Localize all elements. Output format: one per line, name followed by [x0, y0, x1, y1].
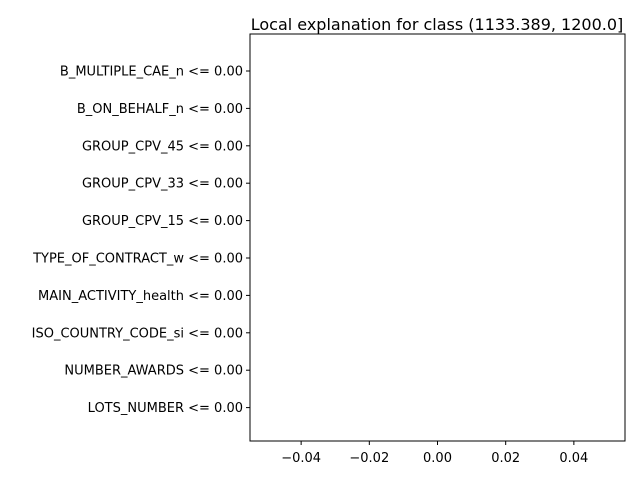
chart-title: Local explanation for class (1133.389, 1… [251, 15, 624, 34]
y-tick-label: GROUP_CPV_15 <= 0.00 [82, 214, 243, 229]
x-tick-label: 0.04 [559, 451, 588, 466]
x-tick-label: −0.04 [281, 451, 321, 466]
y-tick-label: GROUP_CPV_45 <= 0.00 [82, 139, 243, 154]
x-axis-ticks: −0.04 −0.02 0.00 0.02 0.04 [281, 441, 588, 466]
x-tick-label: 0.02 [491, 451, 520, 466]
y-axis-ticks: B_MULTIPLE_CAE_n <= 0.00 B_ON_BEHALF_n <=… [32, 65, 250, 416]
y-tick-label: MAIN_ACTIVITY_health <= 0.00 [38, 289, 243, 304]
x-tick-label: −0.02 [349, 451, 389, 466]
y-tick-label: GROUP_CPV_33 <= 0.00 [82, 177, 243, 192]
y-tick-label: NUMBER_AWARDS <= 0.00 [64, 364, 243, 379]
plot-area-frame [249, 33, 626, 442]
x-tick-label: 0.00 [423, 451, 452, 466]
y-tick-label: B_ON_BEHALF_n <= 0.00 [77, 102, 243, 117]
y-tick-label: LOTS_NUMBER <= 0.00 [88, 401, 243, 416]
y-tick-label: B_MULTIPLE_CAE_n <= 0.00 [60, 65, 243, 80]
y-tick-label: TYPE_OF_CONTRACT_w <= 0.00 [32, 252, 243, 267]
y-tick-label: ISO_COUNTRY_CODE_si <= 0.00 [32, 326, 243, 341]
